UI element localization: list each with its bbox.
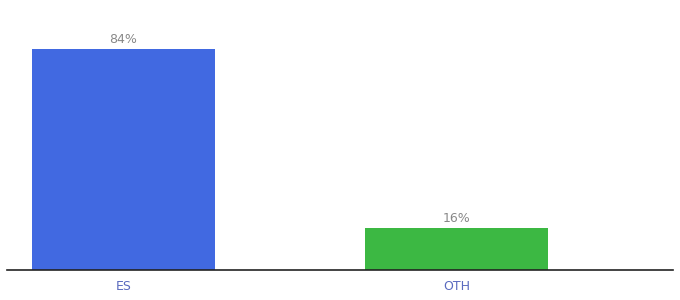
Bar xyxy=(365,228,548,270)
Text: 16%: 16% xyxy=(443,212,471,225)
Text: 84%: 84% xyxy=(109,33,137,46)
Bar xyxy=(32,49,215,270)
